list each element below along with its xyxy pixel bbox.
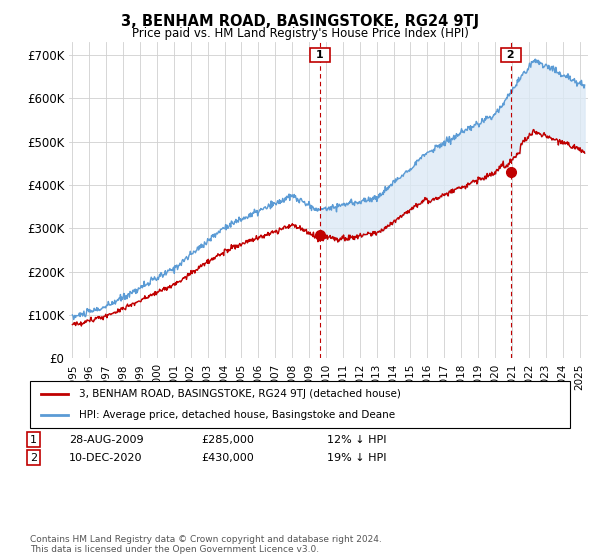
Text: Price paid vs. HM Land Registry's House Price Index (HPI): Price paid vs. HM Land Registry's House … — [131, 27, 469, 40]
Text: 2: 2 — [503, 50, 518, 60]
Text: £430,000: £430,000 — [201, 452, 254, 463]
Text: 28-AUG-2009: 28-AUG-2009 — [69, 435, 143, 445]
Text: Contains HM Land Registry data © Crown copyright and database right 2024.
This d: Contains HM Land Registry data © Crown c… — [30, 535, 382, 554]
Text: 10-DEC-2020: 10-DEC-2020 — [69, 452, 143, 463]
Text: £285,000: £285,000 — [201, 435, 254, 445]
Text: 3, BENHAM ROAD, BASINGSTOKE, RG24 9TJ (detached house): 3, BENHAM ROAD, BASINGSTOKE, RG24 9TJ (d… — [79, 389, 400, 399]
FancyBboxPatch shape — [30, 381, 570, 428]
Text: 12% ↓ HPI: 12% ↓ HPI — [327, 435, 386, 445]
Text: 1: 1 — [30, 435, 37, 445]
Text: 3, BENHAM ROAD, BASINGSTOKE, RG24 9TJ: 3, BENHAM ROAD, BASINGSTOKE, RG24 9TJ — [121, 14, 479, 29]
Text: 2: 2 — [30, 452, 37, 463]
Text: HPI: Average price, detached house, Basingstoke and Deane: HPI: Average price, detached house, Basi… — [79, 410, 395, 420]
Text: 19% ↓ HPI: 19% ↓ HPI — [327, 452, 386, 463]
Text: 1: 1 — [312, 50, 328, 60]
